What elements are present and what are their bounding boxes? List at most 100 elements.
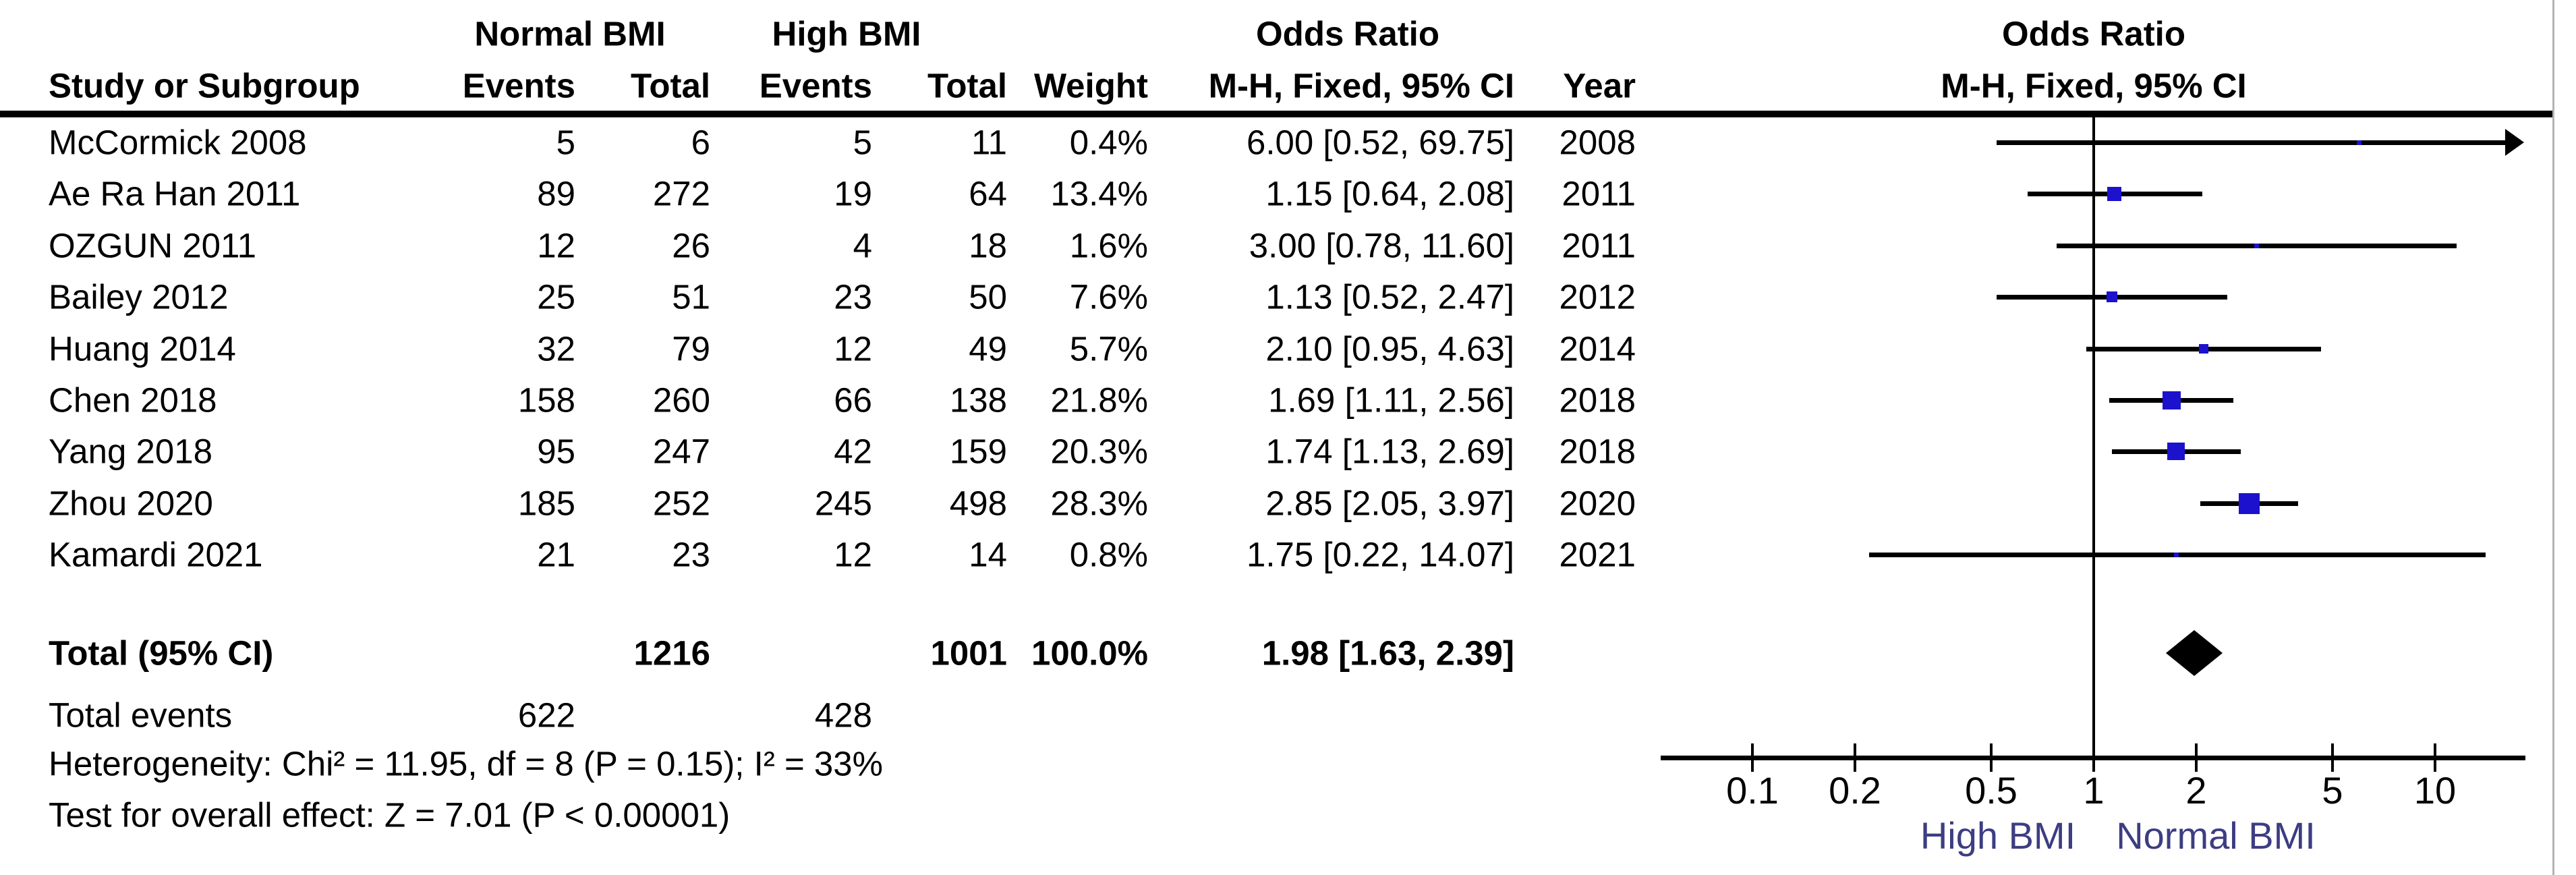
column-header-events-high: Events xyxy=(759,66,872,105)
events-normal-cell: 21 xyxy=(537,535,575,574)
weight-cell: 28.3% xyxy=(1050,484,1148,523)
figure-right-border xyxy=(2552,0,2554,875)
events-high-cell: 19 xyxy=(834,174,872,213)
weight-cell: 5.7% xyxy=(1069,329,1148,368)
arrow-right-icon xyxy=(2505,129,2524,156)
column-header-total-high: Total xyxy=(927,66,1007,105)
or-ci-cell: 1.75 [0.22, 14.07] xyxy=(1247,535,1514,574)
column-header-weight: Weight xyxy=(1033,66,1148,105)
column-header-study: Study or Subgroup xyxy=(49,66,360,105)
total-high-cell: 138 xyxy=(949,380,1007,420)
total-normal-cell: 51 xyxy=(672,277,710,316)
events-normal-cell: 89 xyxy=(537,174,575,213)
axis-tick-label: 0.2 xyxy=(1829,769,1881,812)
events-high-cell: 23 xyxy=(834,277,872,316)
column-header-events-normal: Events xyxy=(462,66,575,105)
group-header-odds-ratio: Odds Ratio xyxy=(1255,14,1440,53)
total-events-normal: 622 xyxy=(517,696,575,735)
study-name-cell: Yang 2018 xyxy=(49,432,212,471)
column-header-year: Year xyxy=(1563,66,1636,105)
total-high-total: 1001 xyxy=(930,633,1007,673)
weight-cell: 13.4% xyxy=(1050,174,1148,213)
axis-tick-label: 2 xyxy=(2185,769,2207,812)
year-cell: 2021 xyxy=(1559,535,1636,574)
study-name-cell: OZGUN 2011 xyxy=(49,226,256,265)
weight-cell: 7.6% xyxy=(1069,277,1148,316)
effect-marker xyxy=(2254,244,2259,248)
total-high-cell: 50 xyxy=(969,277,1007,316)
study-name-cell: Ae Ra Han 2011 xyxy=(49,174,301,213)
study-name-cell: Kamardi 2021 xyxy=(49,535,263,574)
effect-marker xyxy=(2239,493,2260,514)
ci-line xyxy=(1997,140,2505,145)
effect-marker xyxy=(2174,553,2179,557)
total-events-high: 428 xyxy=(814,696,872,735)
study-name-cell: McCormick 2008 xyxy=(49,123,307,162)
or-ci-cell: 6.00 [0.52, 69.75] xyxy=(1247,123,1514,162)
axis-tick xyxy=(2434,743,2436,772)
or-ci-cell: 3.00 [0.78, 11.60] xyxy=(1249,226,1514,265)
weight-cell: 21.8% xyxy=(1050,380,1148,420)
or-ci-cell: 2.85 [2.05, 3.97] xyxy=(1265,484,1514,523)
weight-cell: 0.8% xyxy=(1069,535,1148,574)
total-high-cell: 11 xyxy=(971,123,1007,162)
plot-header-odds-ratio: Odds Ratio xyxy=(2001,14,2186,53)
year-cell: 2011 xyxy=(1562,174,1636,213)
year-cell: 2011 xyxy=(1562,226,1636,265)
summary-diamond-icon xyxy=(2166,630,2223,676)
axis-label-high-bmi: High BMI xyxy=(1920,814,2076,857)
total-high-cell: 49 xyxy=(969,329,1007,368)
total-events-label: Total events xyxy=(49,696,233,735)
effect-marker xyxy=(2163,391,2181,410)
effect-marker xyxy=(2107,187,2121,201)
weight-cell: 20.3% xyxy=(1050,432,1148,471)
events-high-cell: 42 xyxy=(834,432,872,471)
total-normal-cell: 247 xyxy=(652,432,710,471)
total-high-cell: 498 xyxy=(949,484,1007,523)
total-high-cell: 14 xyxy=(969,535,1007,574)
study-name-cell: Zhou 2020 xyxy=(49,484,213,523)
year-cell: 2012 xyxy=(1559,277,1636,316)
events-high-cell: 66 xyxy=(834,380,872,420)
axis-tick xyxy=(1751,743,1754,772)
or-ci-cell: 1.13 [0.52, 2.47] xyxy=(1265,277,1514,316)
year-cell: 2020 xyxy=(1559,484,1636,523)
events-normal-cell: 5 xyxy=(556,123,575,162)
year-cell: 2018 xyxy=(1559,380,1636,420)
events-high-cell: 5 xyxy=(853,123,872,162)
or-ci-cell: 1.74 [1.13, 2.69] xyxy=(1265,432,1514,471)
null-effect-line xyxy=(2092,117,2095,758)
total-weight: 100.0% xyxy=(1031,633,1148,673)
axis-tick xyxy=(2195,743,2198,772)
total-normal-cell: 6 xyxy=(691,123,710,162)
total-normal-cell: 26 xyxy=(672,226,710,265)
year-cell: 2008 xyxy=(1559,123,1636,162)
total-normal-cell: 252 xyxy=(652,484,710,523)
weight-cell: 1.6% xyxy=(1069,226,1148,265)
column-header-total-normal: Total xyxy=(630,66,710,105)
group-header-high-bmi: High BMI xyxy=(772,14,921,53)
events-normal-cell: 25 xyxy=(537,277,575,316)
events-normal-cell: 95 xyxy=(537,432,575,471)
events-high-cell: 12 xyxy=(834,535,872,574)
total-normal-cell: 260 xyxy=(652,380,710,420)
header-rule xyxy=(0,111,2554,117)
axis-tick-label: 1 xyxy=(2083,769,2105,812)
column-header-mh-ci: M-H, Fixed, 95% CI xyxy=(1208,66,1514,105)
total-normal-cell: 23 xyxy=(672,535,710,574)
year-cell: 2014 xyxy=(1559,329,1636,368)
effect-marker xyxy=(2167,443,2185,460)
axis-tick-label: 10 xyxy=(2413,769,2457,812)
axis-tick-label: 5 xyxy=(2322,769,2343,812)
study-name-cell: Huang 2014 xyxy=(49,329,236,368)
axis-tick-label: 0.1 xyxy=(1726,769,1779,812)
axis-tick xyxy=(1990,743,1993,772)
events-normal-cell: 12 xyxy=(537,226,575,265)
group-header-normal-bmi: Normal BMI xyxy=(474,14,666,53)
total-high-cell: 159 xyxy=(949,432,1007,471)
events-normal-cell: 32 xyxy=(537,329,575,368)
effect-marker xyxy=(2107,291,2117,302)
events-high-cell: 12 xyxy=(834,329,872,368)
heterogeneity-text: Heterogeneity: Chi² = 11.95, df = 8 (P =… xyxy=(49,744,883,783)
